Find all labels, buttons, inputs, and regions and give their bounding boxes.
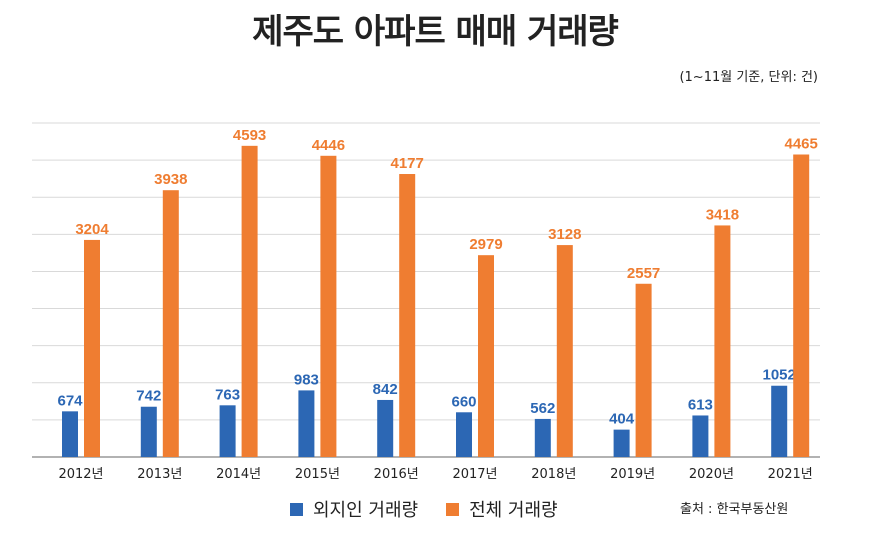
data-label: 1052 (763, 367, 796, 384)
x-tick-label: 2013년 (137, 467, 182, 482)
bar-total (162, 190, 179, 458)
data-label: 742 (136, 388, 161, 405)
data-label: 4177 (391, 155, 424, 172)
data-label: 613 (688, 396, 713, 413)
bar-outsider (692, 415, 709, 457)
data-label: 2979 (469, 236, 502, 253)
chart-title: 제주도 아파트 매매 거래량 (252, 12, 619, 52)
data-label: 4446 (312, 137, 345, 154)
legend-label: 전체 거래량 (469, 500, 558, 521)
legend-item-outsider: 외지인 거래량 (290, 496, 418, 522)
bar-total (84, 239, 100, 457)
data-label: 3128 (548, 226, 581, 243)
x-tick-label: 2021년 (768, 467, 813, 482)
bar-total (793, 154, 810, 457)
data-label: 3938 (154, 171, 187, 188)
legend-swatch-orange (446, 502, 460, 516)
bar-total (714, 225, 731, 457)
data-label: 2557 (627, 265, 660, 282)
x-tick-label: 2015년 (295, 467, 340, 482)
bar-total (399, 174, 416, 458)
bar-outsider (534, 418, 551, 457)
source-note: 출처 : 한국부동산원 (680, 502, 789, 517)
unit-note: (1~11월 기준, 단위: 건) (679, 70, 818, 85)
data-label: 404 (609, 411, 635, 428)
bar-total (635, 283, 652, 457)
bar-outsider (298, 390, 315, 457)
x-tick-label: 2018년 (531, 467, 576, 482)
data-label: 842 (373, 381, 398, 398)
x-tick-label: 2012년 (58, 467, 103, 482)
data-label: 3418 (706, 206, 739, 223)
bar-total (241, 145, 258, 457)
x-tick-label: 2014년 (216, 467, 261, 482)
data-label: 674 (57, 392, 83, 409)
legend-swatch-blue (290, 502, 303, 516)
x-tick-label: 2020년 (689, 467, 734, 482)
data-label: 763 (215, 386, 240, 403)
bar-outsider (62, 411, 78, 457)
legend-item-total: 전체 거래량 (446, 496, 558, 522)
data-label: 660 (451, 393, 476, 410)
legend-label: 외지인 거래량 (313, 500, 419, 521)
data-label: 4465 (785, 136, 818, 153)
data-label: 983 (294, 371, 319, 388)
bar-total (556, 245, 573, 457)
x-tick-label: 2016년 (374, 467, 419, 482)
x-tick-label: 2019년 (610, 467, 655, 482)
bar-outsider (219, 405, 236, 457)
bar-outsider (613, 429, 630, 457)
bar-total (478, 255, 494, 457)
bar-outsider (377, 399, 394, 457)
bar-total (320, 155, 337, 457)
bar-outsider (456, 412, 472, 457)
legend: 외지인 거래량 전체 거래량 (290, 496, 586, 522)
data-label: 3204 (75, 221, 109, 238)
x-tick-label: 2017년 (452, 467, 497, 482)
bar-outsider (771, 385, 788, 457)
data-label: 562 (530, 400, 555, 417)
data-label: 4593 (233, 127, 266, 144)
bar-outsider (140, 406, 157, 457)
